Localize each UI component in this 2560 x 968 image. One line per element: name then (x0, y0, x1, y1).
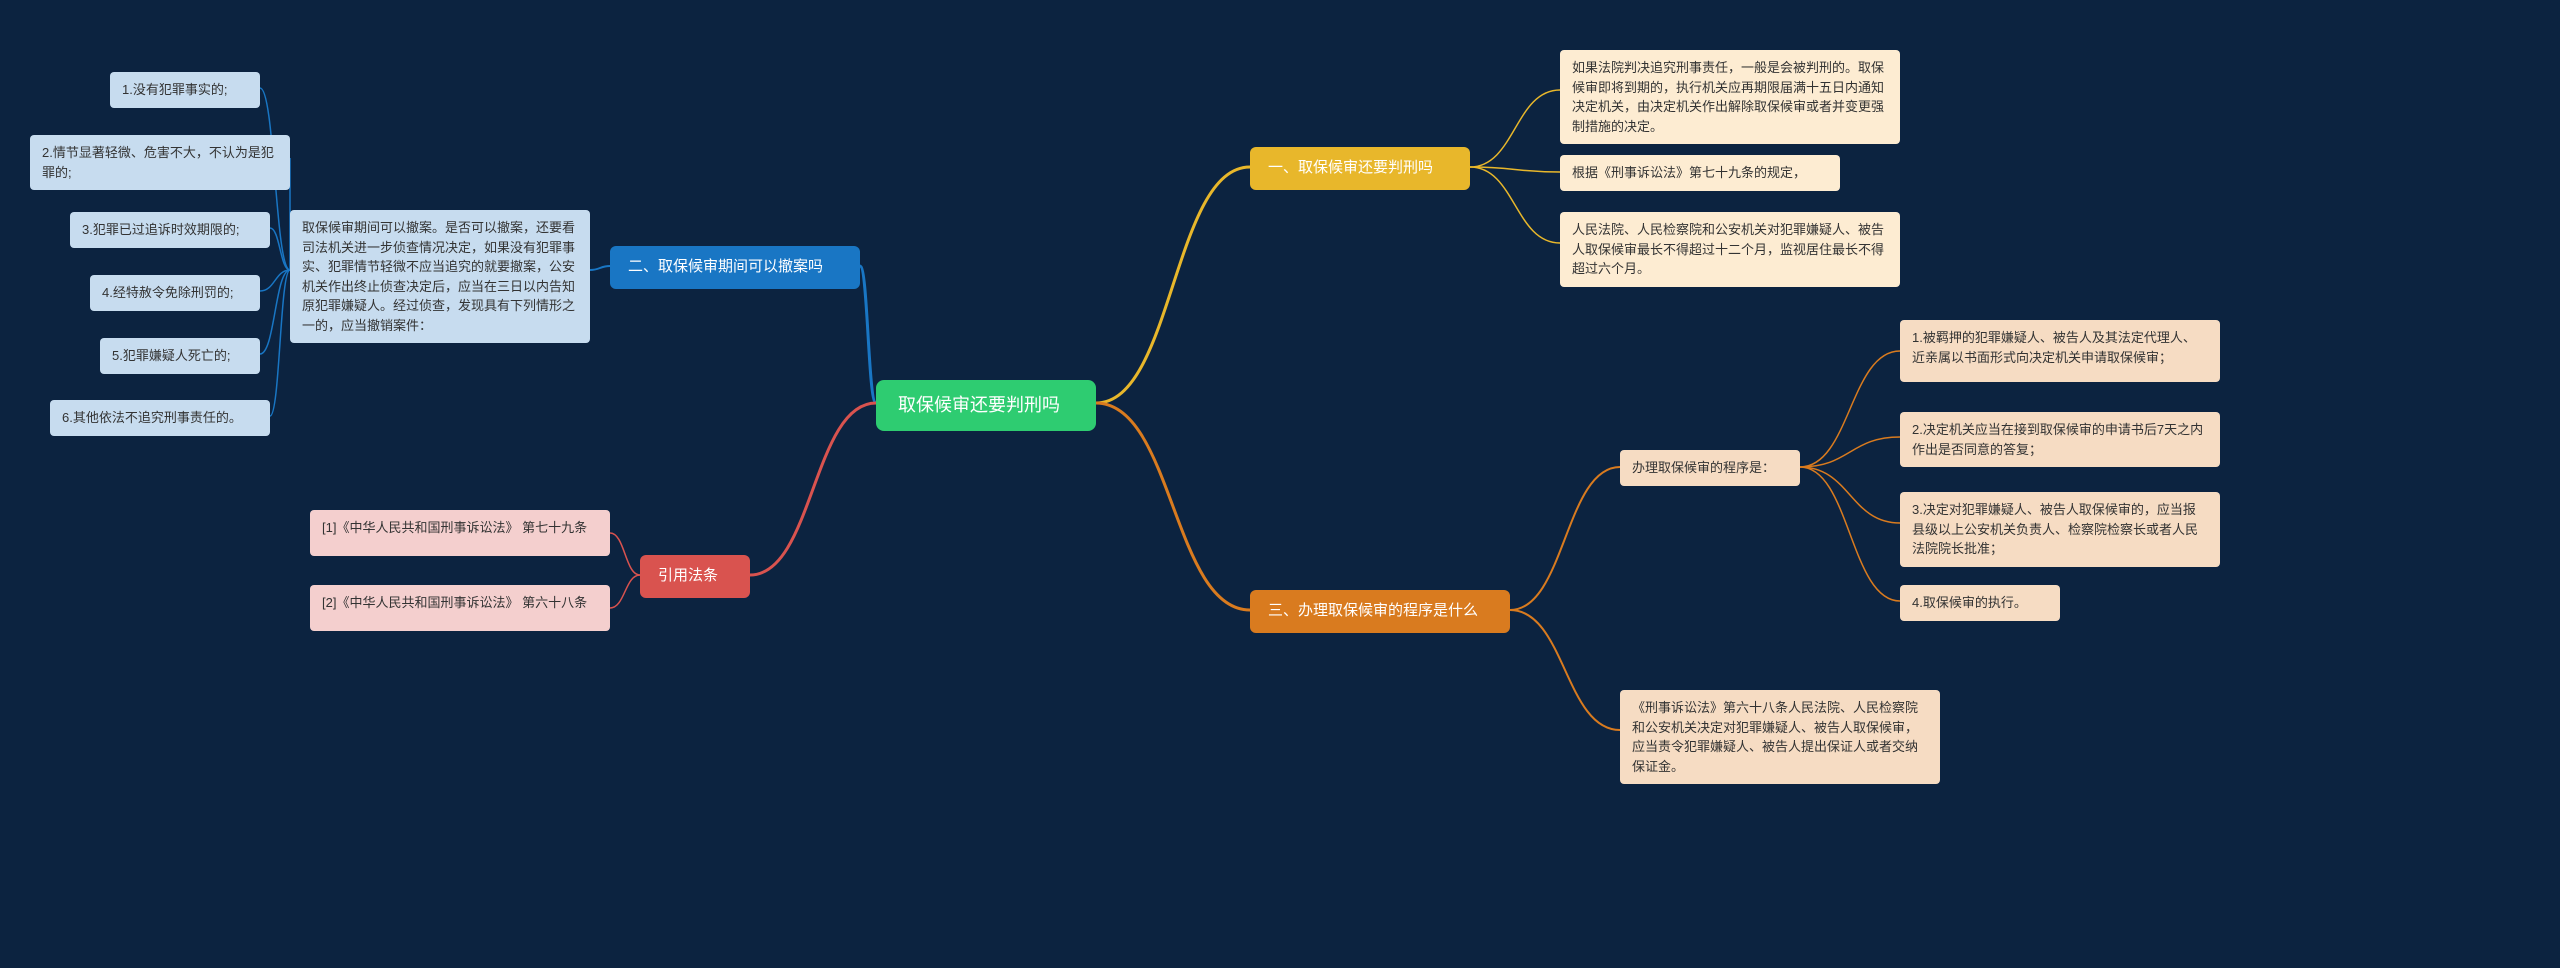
leaf-node: 2.决定机关应当在接到取保候审的申请书后7天之内作出是否同意的答复； (1900, 412, 2220, 467)
leaf-node: 1.被羁押的犯罪嫌疑人、被告人及其法定代理人、近亲属以书面形式向决定机关申请取保… (1900, 320, 2220, 382)
leaf-node: 根据《刑事诉讼法》第七十九条的规定， (1560, 155, 1840, 191)
leaf-node: 4.经特赦令免除刑罚的; (90, 275, 260, 311)
root-node: 取保候审还要判刑吗 (876, 380, 1096, 431)
leaf-node: 3.犯罪已过追诉时效期限的; (70, 212, 270, 248)
leaf-node: 3.决定对犯罪嫌疑人、被告人取保候审的，应当报县级以上公安机关负责人、检察院检察… (1900, 492, 2220, 567)
leaf-node: 1.没有犯罪事实的; (110, 72, 260, 108)
leaf-node: 2.情节显著轻微、危害不大，不认为是犯罪的; (30, 135, 290, 190)
leaf-node: [1]《中华人民共和国刑事诉讼法》 第七十九条 (310, 510, 610, 556)
sub-node: 《刑事诉讼法》第六十八条人民法院、人民检察院和公安机关决定对犯罪嫌疑人、被告人取… (1620, 690, 1940, 784)
branch-node: 引用法条 (640, 555, 750, 598)
sub-node: 办理取保候审的程序是： (1620, 450, 1800, 486)
branch-node: 一、取保候审还要判刑吗 (1250, 147, 1470, 190)
branch-description: 取保候审期间可以撤案。是否可以撤案，还要看司法机关进一步侦查情况决定，如果没有犯… (290, 210, 590, 343)
leaf-node: [2]《中华人民共和国刑事诉讼法》 第六十八条 (310, 585, 610, 631)
branch-node: 三、办理取保候审的程序是什么 (1250, 590, 1510, 633)
leaf-node: 6.其他依法不追究刑事责任的。 (50, 400, 270, 436)
leaf-node: 5.犯罪嫌疑人死亡的; (100, 338, 260, 374)
leaf-node: 如果法院判决追究刑事责任，一般是会被判刑的。取保候审即将到期的，执行机关应再期限… (1560, 50, 1900, 144)
connector-layer (0, 0, 2560, 968)
leaf-node: 人民法院、人民检察院和公安机关对犯罪嫌疑人、被告人取保候审最长不得超过十二个月，… (1560, 212, 1900, 287)
branch-node: 二、取保候审期间可以撤案吗 (610, 246, 860, 289)
leaf-node: 4.取保候审的执行。 (1900, 585, 2060, 621)
